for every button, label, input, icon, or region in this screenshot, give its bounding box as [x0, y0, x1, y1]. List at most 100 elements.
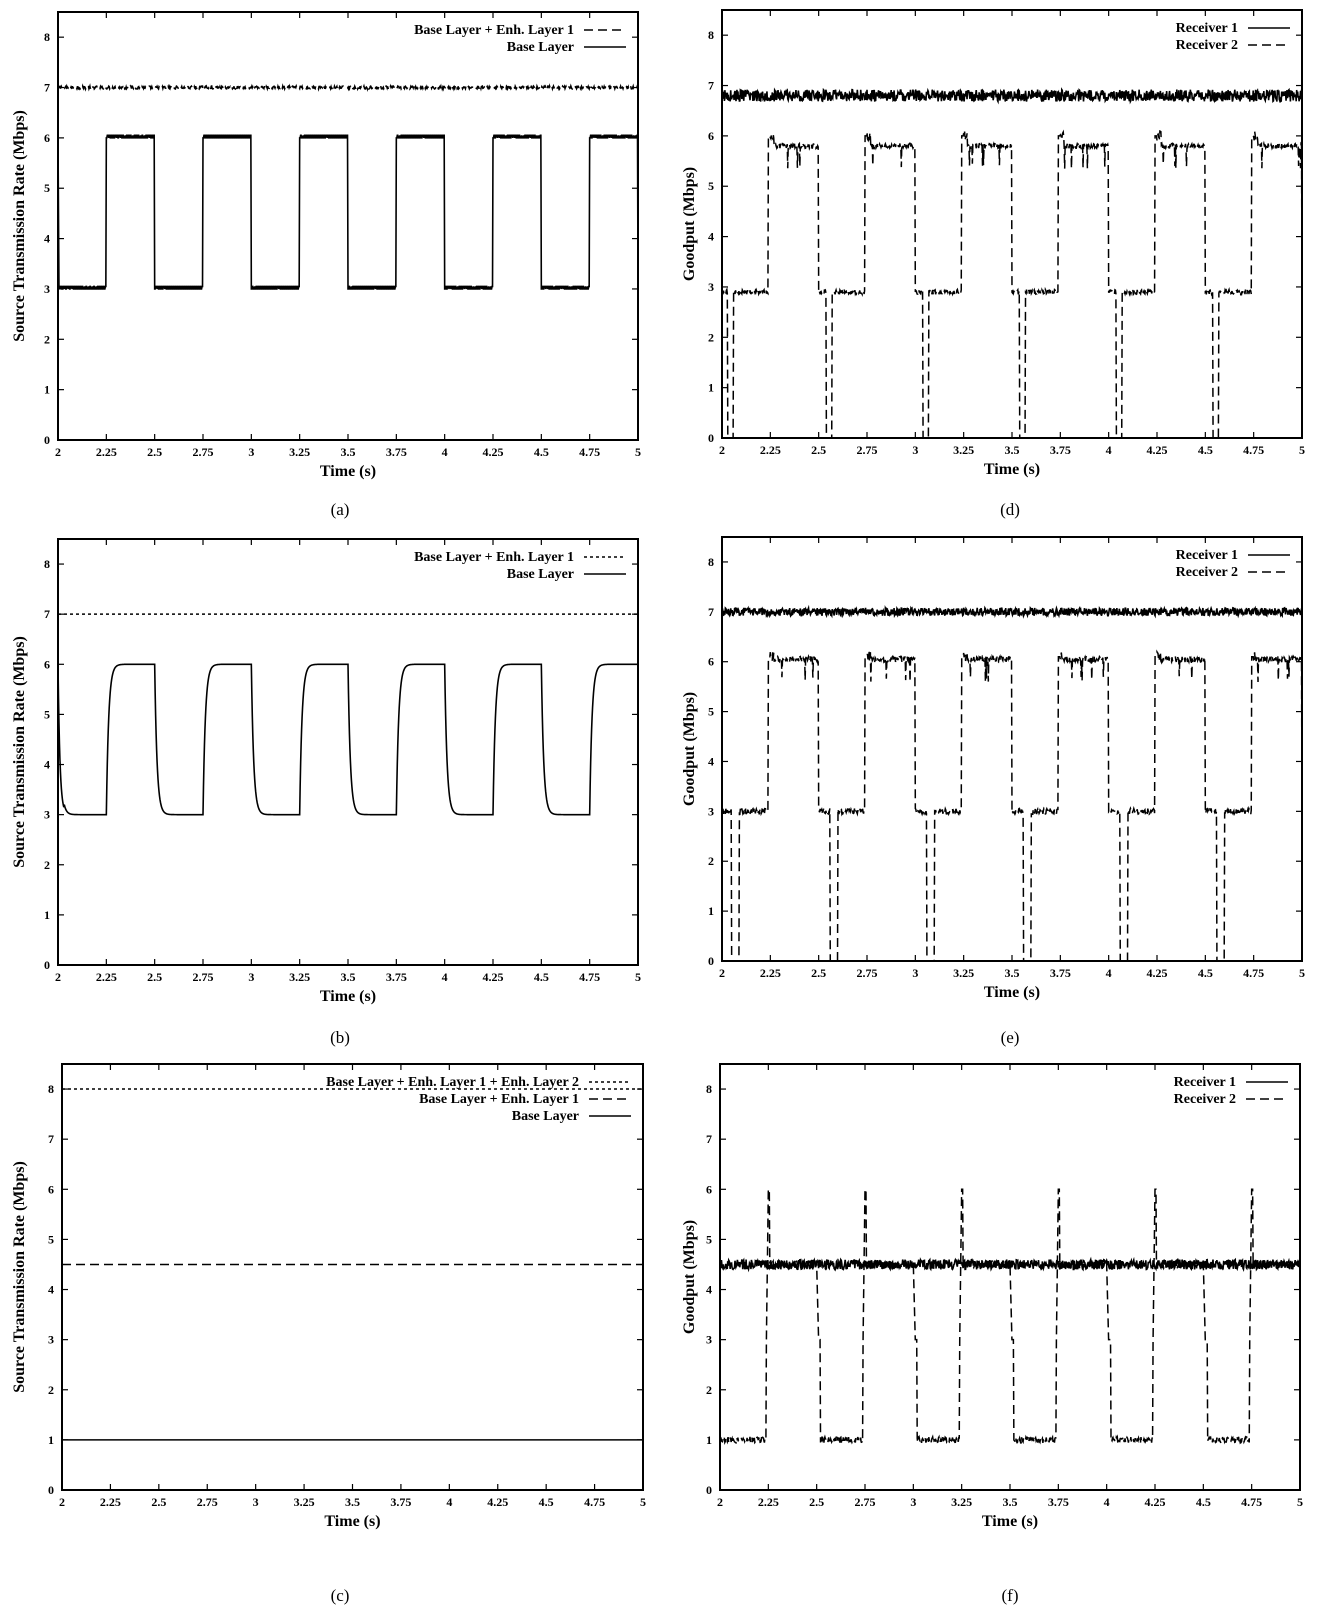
chart-a: 2 2.25 2.5 2.75 3 3.25 3.5 3.75 4 4.25 4.5 4.75 5 0 1 2… — [11, 11, 641, 480]
legend-label: Base Layer + Enh. Layer 1 — [419, 1092, 579, 1107]
x-tick-label: 3 — [912, 443, 918, 457]
series-line-2 — [721, 649, 1303, 962]
x-tick-label: 2.25 — [96, 445, 117, 459]
x-tick-label: 2.75 — [857, 966, 878, 980]
y-tick-label: 5 — [44, 181, 50, 195]
x-tick-label: 3.25 — [294, 1495, 315, 1509]
x-axis-label: Time (s) — [984, 461, 1040, 478]
x-tick-label: 4 — [1104, 1495, 1110, 1509]
x-tick-label: 3 — [248, 970, 254, 984]
series-line-1 — [721, 604, 1303, 619]
y-tick-label: 0 — [44, 433, 50, 447]
x-tick-label: 2.5 — [811, 966, 826, 980]
y-tick-label: 3 — [708, 804, 714, 818]
caption-c: (c) — [330, 1586, 350, 1605]
x-tick-label: 3.5 — [1005, 443, 1020, 457]
x-tick-label: 4 — [1106, 443, 1112, 457]
y-tick-label: 1 — [44, 383, 50, 397]
x-tick-label: 3.25 — [953, 966, 974, 980]
y-tick-label: 0 — [708, 431, 714, 445]
y-axis-label: Source Transmission Rate (Mbps) — [11, 636, 28, 868]
chart-panel-c: 2 2.25 2.5 2.75 3 3.25 3.5 3.75 4 4.25 4.5 4.75 5 0 1 2… — [0, 1052, 660, 1552]
x-tick-label: 2 — [719, 966, 725, 980]
x-tick-label: 4 — [446, 1495, 452, 1509]
y-tick-label: 3 — [708, 280, 714, 294]
x-tick-label: 4.5 — [1196, 1495, 1211, 1509]
y-tick-label: 0 — [708, 954, 714, 968]
x-tick-label: 4.75 — [1243, 443, 1264, 457]
chart-panel-e: 2 2.25 2.5 2.75 3 3.25 3.5 3.75 4 4.25 4.5 4.75 5 0 1 2… — [672, 527, 1343, 1017]
y-tick-label: 3 — [706, 1333, 712, 1347]
x-tick-label: 2.5 — [147, 970, 162, 984]
legend-label: Base Layer — [512, 1109, 579, 1124]
y-tick-label: 8 — [708, 28, 714, 42]
y-tick-label: 5 — [708, 705, 714, 719]
x-tick-label: 4.25 — [1147, 966, 1168, 980]
x-tick-label: 2.25 — [760, 443, 781, 457]
x-tick-label: 4.75 — [579, 970, 600, 984]
x-tick-label: 4.25 — [483, 445, 504, 459]
y-tick-label: 4 — [708, 754, 714, 768]
y-tick-label: 7 — [44, 607, 50, 621]
x-tick-label: 5 — [1299, 443, 1305, 457]
x-tick-label: 3.25 — [953, 443, 974, 457]
legend-label: Base Layer + Enh. Layer 1 + Enh. Layer 2 — [326, 1075, 579, 1090]
caption-a: (a) — [330, 500, 350, 519]
x-tick-label: 4.5 — [1198, 443, 1213, 457]
x-tick-label: 3 — [912, 966, 918, 980]
y-tick-label: 3 — [44, 808, 50, 822]
x-tick-label: 3.5 — [1005, 966, 1020, 980]
x-tick-label: 4.25 — [483, 970, 504, 984]
y-axis-label: Goodput (Mbps) — [681, 167, 698, 281]
chart-c: 2 2.25 2.5 2.75 3 3.25 3.5 3.75 4 4.25 4.5 4.75 5 0 1 2… — [11, 1063, 646, 1530]
x-tick-label: 2.5 — [809, 1495, 824, 1509]
y-tick-label: 2 — [48, 1383, 54, 1397]
legend-label: Base Layer — [507, 40, 574, 55]
x-tick-label: 4.75 — [1243, 966, 1264, 980]
chart-f: 2 2.25 2.5 2.75 3 3.25 3.5 3.75 4 4.25 4.5 4.75 5 0 1 2… — [681, 1063, 1303, 1530]
y-tick-label: 1 — [708, 381, 714, 395]
x-tick-label: 2.75 — [855, 1495, 876, 1509]
y-tick-label: 1 — [706, 1433, 712, 1447]
chart-panel-a: 2 2.25 2.5 2.75 3 3.25 3.5 3.75 4 4.25 4.5 4.75 5 0 1 2… — [0, 0, 660, 490]
y-tick-label: 5 — [44, 707, 50, 721]
caption-f: (f) — [1001, 1586, 1019, 1605]
y-tick-label: 5 — [48, 1232, 54, 1246]
legend-label: Receiver 2 — [1176, 565, 1238, 580]
x-axis-label: Time (s) — [324, 1513, 380, 1530]
y-tick-label: 1 — [44, 908, 50, 922]
y-axis-label: Goodput (Mbps) — [681, 1220, 698, 1334]
y-axis-label: Goodput (Mbps) — [681, 692, 698, 806]
y-tick-label: 1 — [708, 904, 714, 918]
x-tick-label: 3.75 — [386, 445, 407, 459]
y-tick-label: 2 — [44, 858, 50, 872]
chart-b: 2 2.25 2.5 2.75 3 3.25 3.5 3.75 4 4.25 4.5 4.75 5 0 1 2… — [11, 538, 641, 1005]
y-tick-label: 7 — [706, 1132, 712, 1146]
x-tick-label: 4.5 — [539, 1495, 554, 1509]
x-axis-label: Time (s) — [320, 463, 376, 480]
y-axis-label: Source Transmission Rate (Mbps) — [11, 1161, 28, 1393]
caption-e: (e) — [1000, 1028, 1020, 1047]
x-tick-label: 3.75 — [1050, 443, 1071, 457]
y-tick-label: 7 — [44, 81, 50, 95]
y-tick-label: 6 — [706, 1182, 712, 1196]
x-tick-label: 4.25 — [1145, 1495, 1166, 1509]
x-tick-label: 4 — [442, 970, 448, 984]
x-tick-label: 4.75 — [1241, 1495, 1262, 1509]
y-tick-label: 2 — [706, 1383, 712, 1397]
x-tick-label: 3.25 — [289, 970, 310, 984]
y-axis-label: Source Transmission Rate (Mbps) — [11, 110, 28, 342]
x-axis-label: Time (s) — [984, 984, 1040, 1001]
y-tick-label: 7 — [48, 1132, 54, 1146]
y-tick-label: 7 — [708, 79, 714, 93]
y-tick-label: 8 — [44, 557, 50, 571]
y-tick-label: 1 — [48, 1433, 54, 1447]
y-tick-label: 2 — [708, 330, 714, 344]
y-tick-label: 0 — [48, 1483, 54, 1497]
x-tick-label: 4.5 — [1198, 966, 1213, 980]
chart-d: 2 2.25 2.5 2.75 3 3.25 3.5 3.75 4 4.25 4.5 4.75 5 0 1 2… — [681, 9, 1305, 478]
legend-label: Receiver 1 — [1176, 21, 1238, 36]
legend-label: Base Layer + Enh. Layer 1 — [414, 550, 574, 565]
y-tick-label: 3 — [48, 1333, 54, 1347]
x-tick-label: 3.25 — [289, 445, 310, 459]
